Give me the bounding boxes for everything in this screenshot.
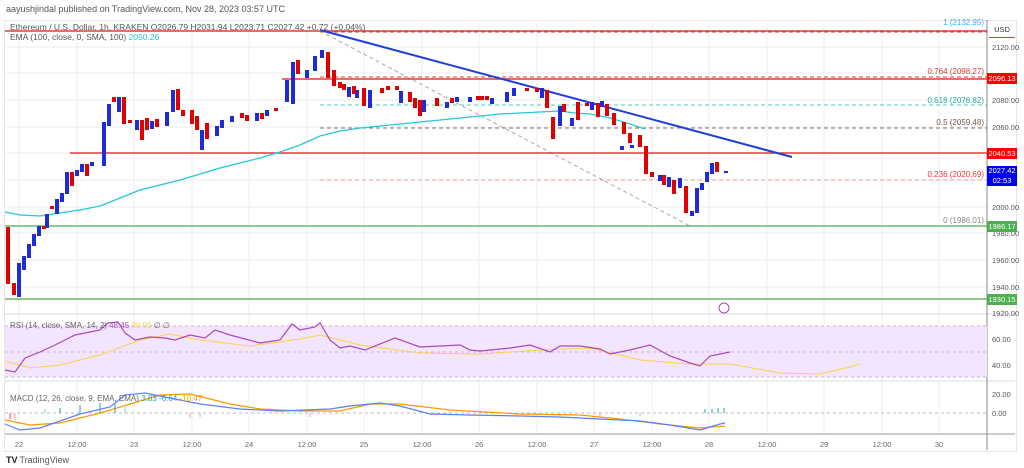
fib-label-0236: 0.236 (2020.69)	[927, 170, 985, 179]
price-tick: 2000.00	[992, 203, 1020, 212]
rsi-tick: 40.00	[992, 361, 1011, 370]
price-tick: 1940.00	[992, 283, 1020, 292]
event-marker	[718, 302, 730, 314]
time-tick: 12:00	[67, 440, 87, 449]
macd-signal-value: -10.47	[179, 394, 203, 403]
chart-frame	[4, 20, 1017, 452]
rsi-legend[interactable]: RSI (14, close, SMA, 14, 2) 48.45 39.09 …	[10, 321, 170, 330]
time-tick: 12:00	[412, 440, 432, 449]
price-tick: 2060.00	[992, 123, 1020, 132]
tv-logo-icon: TV	[6, 455, 18, 465]
time-tick: 29	[819, 440, 829, 449]
macd-histogram	[9, 403, 725, 420]
macd-signal-line	[4, 393, 726, 429]
bar-countdown: 02:53	[992, 176, 1012, 185]
time-tick: 12:00	[527, 440, 547, 449]
price-tick: 1960.00	[992, 256, 1020, 265]
rsi-sma-value: 39.09	[131, 321, 152, 330]
ema-legend[interactable]: EMA (100, close, 0, SMA, 100) 2050.26	[10, 32, 160, 42]
publisher-line: aayushjindal published on TradingView.co…	[6, 4, 286, 14]
price-tag-2096: 2096.13	[987, 73, 1017, 84]
fib-label-0618: 0.618 (2076.82)	[927, 96, 985, 105]
time-tick: 12:00	[642, 440, 662, 449]
macd-value: -6.64	[158, 394, 178, 403]
time-tick: 12:00	[872, 440, 892, 449]
tradingview-logo[interactable]: TV TradingView	[6, 455, 70, 465]
ema-100-line	[4, 110, 646, 217]
rsi-line	[4, 321, 731, 373]
rsi-value: 48.45	[109, 321, 130, 330]
grid-horizontal	[5, 46, 987, 288]
macd-tick: 0.00	[992, 409, 1007, 418]
bearish-trendline	[319, 29, 793, 158]
macd-line	[4, 392, 726, 431]
time-tick: 12:00	[757, 440, 777, 449]
time-tick: 28	[704, 440, 714, 449]
price-tick: 2120.00	[992, 43, 1020, 52]
time-tick: 23	[129, 440, 139, 449]
time-tick: 25	[359, 440, 369, 449]
last-price-tag: 2027.42 02:53	[987, 166, 1017, 186]
rsi-sma-line	[4, 333, 861, 375]
rsi-tick: 60.00	[992, 335, 1011, 344]
macd-legend[interactable]: MACD (12, 26, close, 9, EMA, EMA) 3.83 -…	[10, 394, 203, 403]
fib-label-0764: 0.764 (2098.27)	[927, 67, 985, 76]
time-tick: 24	[244, 440, 254, 449]
ema-value: 2050.26	[128, 32, 160, 42]
fib-label-0: 0 (1986.01)	[943, 216, 984, 225]
price-tag-2040: 2040.53	[987, 148, 1017, 159]
fib-label-05: 0.5 (2059.48)	[936, 118, 984, 127]
price-tag-1986: 1986.17	[987, 221, 1017, 232]
candles	[6, 50, 728, 297]
symbol-legend[interactable]: Ethereum / U.S. Dollar, 1h, KRAKEN O2026…	[10, 22, 366, 32]
currency-selector[interactable]: USD	[989, 23, 1015, 38]
macd-tick: 20.00	[992, 390, 1011, 399]
time-tick: 26	[474, 440, 484, 449]
price-tick: 2080.00	[992, 96, 1020, 105]
macd-hist-value: 3.83	[141, 394, 157, 403]
price-tick: 1980.00	[992, 229, 1020, 238]
price-tag-1930: 1930.15	[987, 294, 1017, 305]
time-tick: 12:00	[297, 440, 317, 449]
time-tick: 22	[14, 440, 24, 449]
fib-label-1: 1 (2132.95)	[943, 18, 984, 27]
fib-lines	[320, 31, 987, 181]
time-tick: 27	[589, 440, 599, 449]
time-tick: 12:00	[182, 440, 202, 449]
time-tick: 30	[934, 440, 944, 449]
price-tick: 1920.00	[992, 309, 1020, 318]
